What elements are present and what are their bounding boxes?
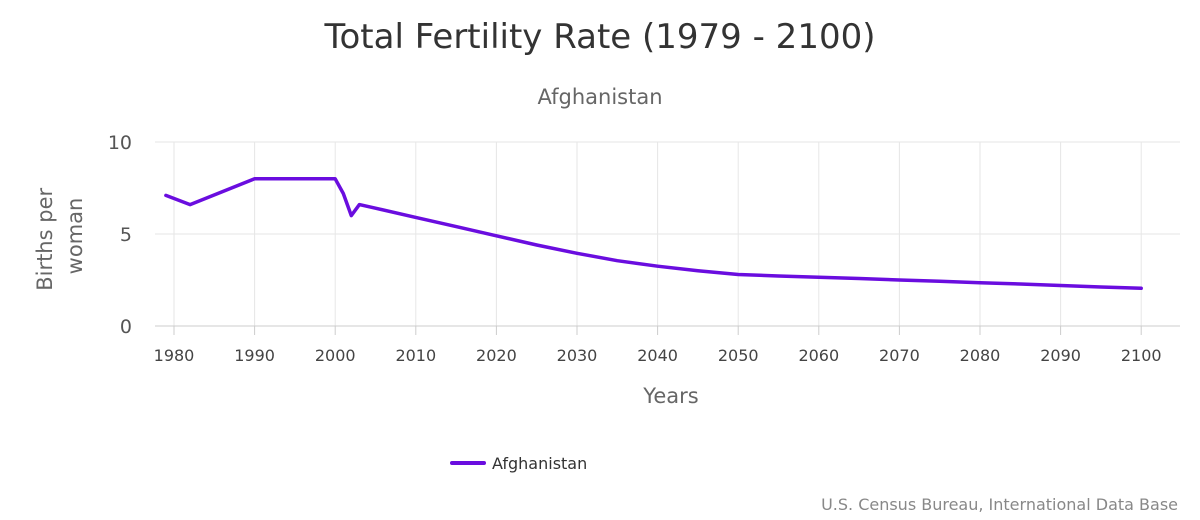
legend[interactable]: Afghanistan <box>450 454 587 473</box>
x-tick-label: 2070 <box>879 346 920 365</box>
y-axis-title: Births per woman <box>33 181 87 291</box>
x-tick-label: 2050 <box>718 346 759 365</box>
x-tick-label: 2040 <box>637 346 678 365</box>
y-tick-label: 10 <box>108 132 132 154</box>
x-tick-label: 1990 <box>234 346 275 365</box>
x-tick-label: 2030 <box>557 346 598 365</box>
x-tick-label: 2060 <box>798 346 839 365</box>
y-tick-label: 5 <box>120 224 132 246</box>
x-tick-label: 2090 <box>1040 346 1081 365</box>
x-tick-label: 2020 <box>476 346 517 365</box>
x-tick-label: 2080 <box>960 346 1001 365</box>
y-tick-label: 0 <box>120 316 132 338</box>
y-axis: 0 5 10 <box>108 132 132 338</box>
x-tick-label: 1980 <box>154 346 195 365</box>
x-tick-label: 2010 <box>395 346 436 365</box>
series-line-0[interactable] <box>164 177 1143 291</box>
legend-label-afghanistan[interactable]: Afghanistan <box>492 454 587 473</box>
y-axis-title-line-1: Births per <box>33 188 57 291</box>
series <box>164 177 1143 291</box>
x-axis: 1980 1990 2000 2010 2020 2030 2040 2050 2060 2070… <box>154 325 1180 365</box>
chart-title: Total Fertility Rate (1979 - 2100) <box>324 17 876 57</box>
x-tick-label: 2100 <box>1121 346 1162 365</box>
x-axis-title: Years <box>642 384 698 408</box>
y-axis-title-line-2: woman <box>63 198 87 275</box>
grid <box>155 141 1180 326</box>
credit-text[interactable]: U.S. Census Bureau, International Data B… <box>821 495 1178 514</box>
x-tick-label: 2000 <box>315 346 356 365</box>
chart-subtitle: Afghanistan <box>537 85 662 109</box>
